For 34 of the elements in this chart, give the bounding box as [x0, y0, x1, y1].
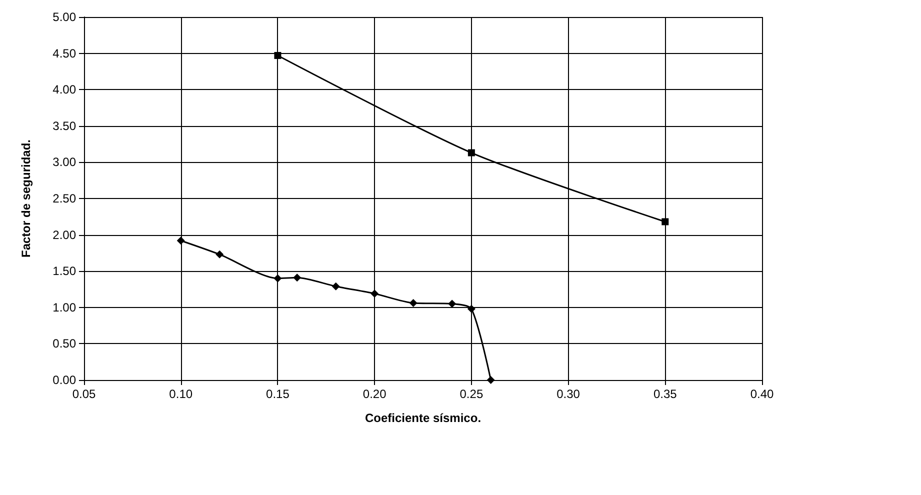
y-tick-label: 4.00 [52, 82, 76, 97]
point [467, 304, 476, 313]
y-tick-label: 3.00 [52, 155, 76, 170]
x-axis-title: Coeficiente sísmico. [364, 411, 482, 425]
point [448, 300, 456, 308]
x-tick-label: 0.35 [653, 387, 678, 401]
y-tick-label: 3.50 [52, 118, 76, 133]
y-tick-label: 4.50 [52, 46, 76, 60]
x-tick-label: 0.25 [460, 387, 484, 401]
y-tick-label: 1.00 [52, 300, 76, 314]
y-tick-label: 0.50 [52, 336, 76, 351]
point [468, 149, 475, 156]
y-tick-label: 1.50 [52, 264, 76, 278]
point [486, 376, 495, 384]
point [274, 52, 282, 59]
point [662, 218, 669, 226]
x-tick-label: 0.40 [750, 387, 774, 401]
point [274, 274, 282, 282]
point [216, 250, 224, 258]
y-tick-label: 5.00 [52, 10, 76, 24]
point [409, 299, 418, 308]
y-axis-title: Factor de seguridad. [19, 139, 33, 258]
x-tick-label: 0.05 [72, 387, 96, 401]
x-tick-label: 0.30 [556, 387, 580, 401]
x-tick-label: 0.10 [169, 387, 193, 401]
y-tick-label: 0.00 [52, 373, 76, 387]
y-tick-label: 2.00 [52, 228, 76, 242]
point [293, 274, 302, 282]
point [332, 282, 340, 290]
point [370, 290, 379, 298]
x-tick-label: 0.15 [266, 387, 290, 401]
point [176, 236, 185, 245]
x-tick-label: 0.20 [362, 387, 387, 401]
y-tick-label: 2.50 [52, 192, 76, 206]
